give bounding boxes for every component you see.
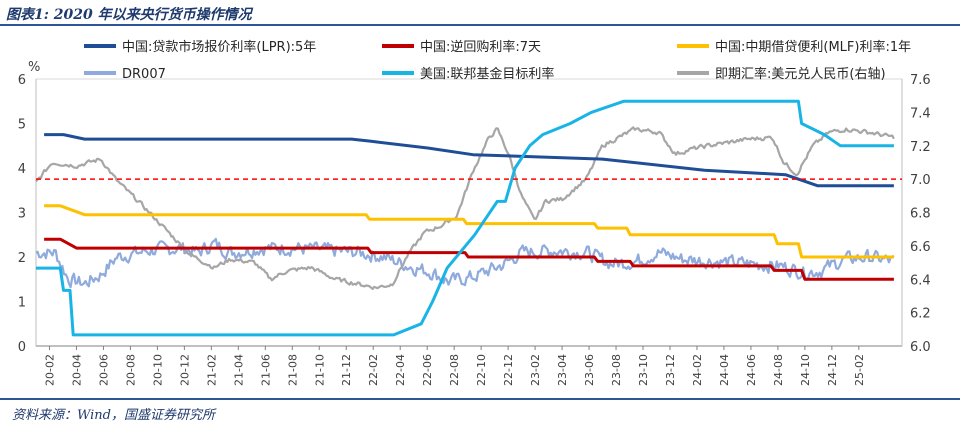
x-tick-label: 23-12 — [664, 354, 677, 386]
x-tick-label: 22-10 — [475, 354, 488, 386]
chart-canvas: 0 1 2 3 4 5 6% 6.0 6.2 6.4 6.6 6.8 7.0 7.2 7.4 7.6 20-02… — [18, 39, 931, 386]
right-tick-label: 6.4 — [910, 273, 931, 288]
right-tick-label: 6.2 — [910, 307, 931, 322]
x-tick-label: 21-10 — [313, 354, 326, 386]
left-tick-label: 0 — [18, 340, 26, 355]
x-tick-label: 21-06 — [259, 354, 272, 386]
series-line-fed-funds-target — [36, 99, 894, 337]
right-tick-label: 7.4 — [910, 106, 931, 121]
x-tick-label: 20-12 — [178, 354, 191, 386]
right-tick-label: 6.6 — [910, 240, 931, 255]
x-tick-label: 23-06 — [583, 354, 596, 386]
figure-header: 图表1: 2020 年以来央行货币操作情况 — [0, 0, 960, 26]
left-tick-label: 2 — [18, 251, 26, 266]
legend-label-mlf-1y: 中国:中期借贷便利(MLF)利率:1年 — [715, 39, 911, 55]
series-line-reverse-repo-7d — [44, 237, 894, 281]
x-tick-label: 22-12 — [502, 354, 515, 386]
x-tick-label: 20-08 — [124, 354, 137, 386]
right-tick-label: 7.0 — [910, 173, 931, 188]
legend-label-reverse-repo-7d: 中国:逆回购利率:7天 — [420, 39, 541, 55]
x-tick-label: 21-08 — [286, 354, 299, 386]
legend-label-fed-funds-target: 美国:联邦基金目标利率 — [420, 66, 554, 82]
series-line-mlf-1y — [44, 204, 894, 259]
series-line-lpr-5y — [44, 133, 894, 188]
x-tick-label: 24-04 — [718, 354, 731, 386]
x-tick-label: 24-08 — [772, 354, 785, 386]
plot-frame — [35, 78, 903, 347]
x-tick-label: 22-08 — [448, 354, 461, 386]
x-tick-label: 20-02 — [43, 354, 56, 386]
left-tick-label: 3 — [18, 207, 26, 222]
figure-source: 资料来源：Wind，国盛证券研究所 — [12, 408, 215, 423]
x-tick-label: 23-04 — [556, 354, 569, 386]
x-tick-label: 24-06 — [745, 354, 758, 386]
legend-label-usdcny-spot: 即期汇率:美元兑人民币(右轴) — [715, 66, 886, 82]
right-tick-label: 6.8 — [910, 207, 931, 222]
x-tick-label: 24-12 — [826, 354, 839, 386]
right-tick-label: 7.2 — [910, 140, 931, 155]
x-tick-label: 25-02 — [853, 354, 866, 386]
legend-label-lpr-5y: 中国:贷款市场报价利率(LPR):5年 — [122, 39, 316, 55]
right-tick-label: 6.0 — [910, 340, 931, 355]
right-tick-label: 7.6 — [910, 73, 931, 88]
series-line-usdcny-spot — [35, 126, 895, 291]
x-tick-label: 22-04 — [394, 354, 407, 386]
x-tick-label: 22-02 — [367, 354, 380, 386]
left-tick-label: 1 — [18, 296, 26, 311]
series-line-dr007 — [35, 237, 895, 289]
x-tick-label: 24-10 — [799, 354, 812, 386]
x-tick-label: 20-06 — [97, 354, 110, 386]
x-tick-label: 23-10 — [637, 354, 650, 386]
figure-title: 图表1: 2020 年以来央行货币操作情况 — [6, 7, 252, 23]
left-tick-label: 4 — [18, 162, 26, 177]
x-tick-label: 23-08 — [610, 354, 623, 386]
x-tick-label: 20-10 — [151, 354, 164, 386]
x-tick-label: 21-12 — [340, 354, 353, 386]
figure-footer: 资料来源：Wind，国盛证券研究所 — [0, 398, 960, 424]
left-tick-label: 6 — [18, 73, 26, 88]
left-tick-label: 5 — [18, 118, 26, 133]
x-tick-label: 23-02 — [529, 354, 542, 386]
x-tick-label: 21-04 — [232, 354, 245, 386]
left-axis-unit: % — [28, 60, 40, 75]
x-tick-label: 22-06 — [421, 354, 434, 386]
legend-label-dr007: DR007 — [122, 67, 166, 82]
x-tick-label: 20-04 — [70, 354, 83, 386]
x-tick-label: 24-02 — [691, 354, 704, 386]
x-tick-label: 21-02 — [205, 354, 218, 386]
